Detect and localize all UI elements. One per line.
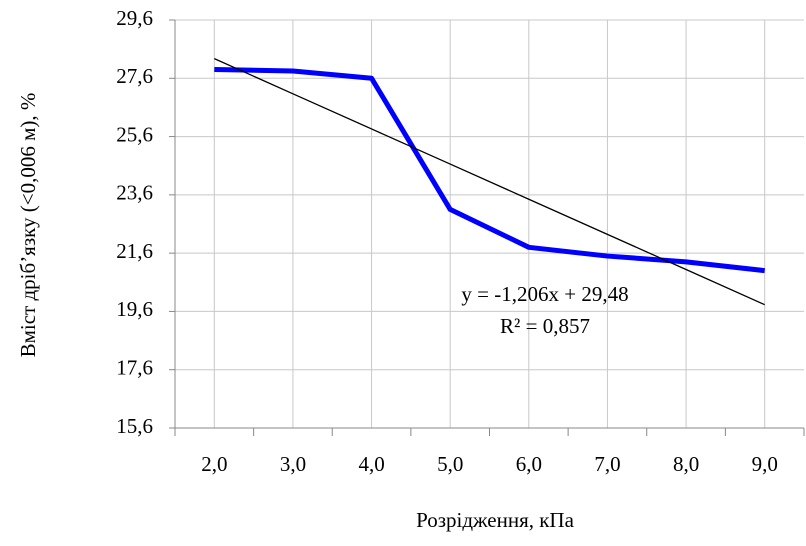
y-tick-label: 25,6 xyxy=(116,122,153,146)
y-tick-label: 19,6 xyxy=(116,297,153,321)
x-tick-label: 6,0 xyxy=(516,452,542,476)
x-tick-label: 4,0 xyxy=(358,452,384,476)
y-tick-label: 29,6 xyxy=(116,6,153,30)
x-tick-label: 3,0 xyxy=(280,452,306,476)
y-tick-label: 27,6 xyxy=(116,64,153,88)
annotation: y = -1,206x + 29,48 xyxy=(461,282,628,306)
y-tick-label: 15,6 xyxy=(116,414,153,438)
trend-line xyxy=(214,58,765,306)
annotation: R² = 0,857 xyxy=(500,314,590,338)
x-tick-label: 2,0 xyxy=(201,452,227,476)
y-axis-title: Вміст дріб’язку (<0,006 м), % xyxy=(16,93,40,358)
y-tick-label: 23,6 xyxy=(116,181,153,205)
x-tick-label: 7,0 xyxy=(594,452,620,476)
data-line xyxy=(214,67,765,274)
x-tick-label: 8,0 xyxy=(673,452,699,476)
x-tick-label: 5,0 xyxy=(437,452,463,476)
x-axis-title: Розрідження, кПа xyxy=(416,508,575,532)
y-tick-label: 21,6 xyxy=(116,239,153,263)
y-tick-label: 17,6 xyxy=(116,356,153,380)
x-tick-label: 9,0 xyxy=(752,452,778,476)
